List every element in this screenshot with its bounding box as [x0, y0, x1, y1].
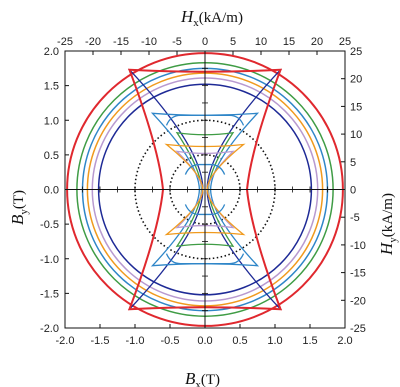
y-tick-label: 1.5	[44, 81, 59, 93]
y2-tick-label: -15	[350, 268, 366, 280]
y2-tick-label: 10	[350, 129, 362, 141]
x-tick-label: -0.5	[161, 335, 180, 347]
x2-axis-title: Hx(kA/m)	[180, 7, 243, 29]
y2-tick-label: -10	[350, 240, 366, 252]
x2-tick-label: 10	[255, 36, 267, 48]
y-tick-label: 0.5	[44, 150, 59, 162]
y-tick-label: 0.0	[44, 185, 59, 197]
x2-tick-label: -10	[141, 36, 157, 48]
y2-tick-label: 20	[350, 74, 362, 86]
y-tick-label: -1.0	[40, 254, 59, 266]
y2-tick-label: -25	[350, 323, 366, 335]
x-tick-label: -1.5	[91, 335, 110, 347]
y2-tick-label: -5	[350, 212, 360, 224]
x2-tick-label: -15	[113, 36, 129, 48]
x-tick-label: -2.0	[56, 335, 75, 347]
y-tick-label: -1.5	[40, 288, 59, 300]
y2-tick-label: 0	[350, 185, 356, 197]
x2-tick-label: 20	[311, 36, 323, 48]
y2-axis-title: Hy(kA/m)	[377, 193, 399, 256]
y-tick-label: -0.5	[40, 219, 59, 231]
y2-tick-label: 15	[350, 101, 362, 113]
y-tick-label: -2.0	[40, 323, 59, 335]
x2-tick-label: -25	[57, 36, 73, 48]
x-tick-label: 0.5	[232, 335, 247, 347]
y2-tick-label: 5	[350, 157, 356, 169]
x-tick-label: -1.0	[126, 335, 145, 347]
x-tick-label: 2.0	[337, 335, 352, 347]
tick-layer: -2.0 -1.5 -1.0 -0.5 0.0 0.5 1.0 1.5 2.0 -2.0 -1.5 -…	[40, 36, 366, 347]
y2-tick-label: -20	[350, 295, 366, 307]
y2-tick-label: 25	[350, 46, 362, 58]
y-axis-title: By(T)	[8, 190, 30, 225]
x2-tick-label: 0	[202, 36, 208, 48]
x-tick-label: 0.0	[197, 335, 212, 347]
x2-tick-label: -20	[85, 36, 101, 48]
x-tick-label: 1.0	[267, 335, 282, 347]
x2-tick-label: 15	[283, 36, 295, 48]
x2-tick-label: 5	[230, 36, 236, 48]
y-tick-label: 1.0	[44, 115, 59, 127]
x-axis-title: Bx(T)	[185, 369, 220, 387]
y-tick-label: 2.0	[44, 46, 59, 58]
x2-tick-label: 25	[339, 36, 351, 48]
x2-tick-label: -5	[172, 36, 182, 48]
x-tick-label: 1.5	[302, 335, 317, 347]
